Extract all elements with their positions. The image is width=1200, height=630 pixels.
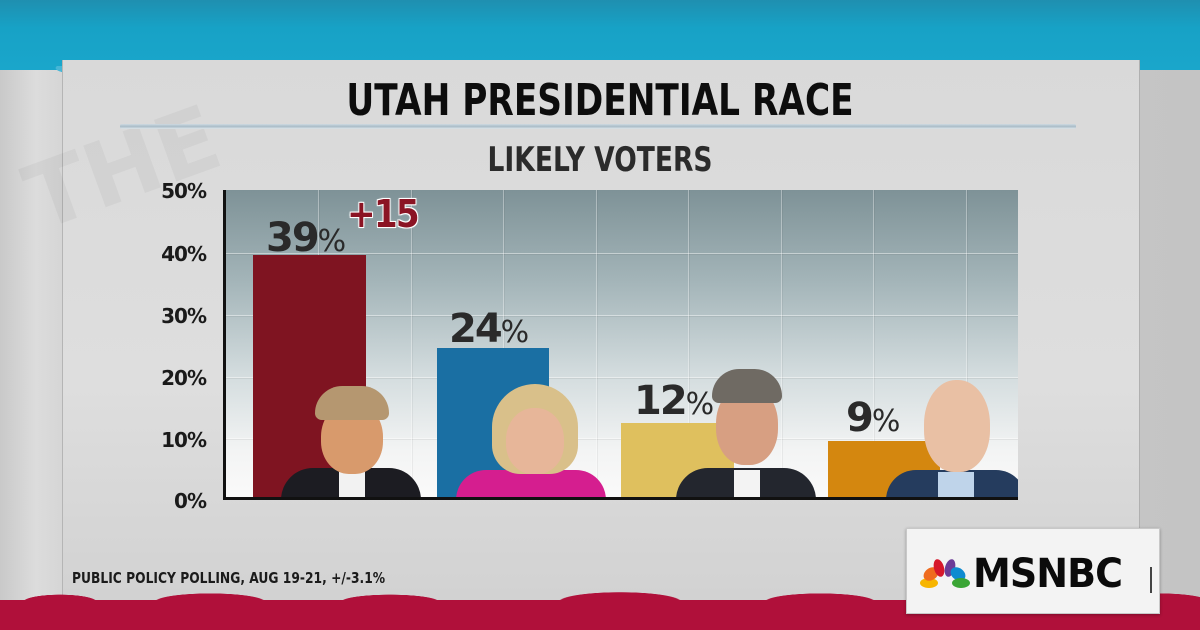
chart-title: UTAH PRESIDENTIAL RACE (346, 75, 854, 126)
johnson-photo (676, 365, 816, 497)
y-tick-50: 50% (161, 179, 207, 203)
margin-annotation: +15 (347, 192, 420, 236)
y-tick-10: 10% (161, 428, 207, 452)
y-tick-40: 40% (161, 242, 207, 266)
clinton-photo (456, 380, 606, 497)
value-label-clinton: 24% (449, 306, 529, 352)
vgridline (688, 190, 689, 497)
y-tick-20: 20% (161, 366, 207, 390)
vgridline (596, 190, 597, 497)
plot-area (223, 190, 1018, 500)
gridline-40 (226, 253, 1018, 254)
gridline-30 (226, 315, 1018, 316)
gridline-20 (226, 377, 1018, 378)
title-divider (120, 124, 1076, 129)
vgridline (873, 190, 874, 497)
vgridline (503, 190, 504, 497)
chart-subtitle: LIKELY VOTERS (487, 140, 713, 180)
source-note: PUBLIC POLICY POLLING, AUG 19-21, +/-3.1… (72, 569, 386, 587)
value-label-trump: 39% (266, 215, 346, 261)
value-label-mcmullin: 9% (846, 395, 900, 441)
mcmullin-photo (886, 374, 1018, 497)
vgridline (966, 190, 967, 497)
value-label-johnson: 12% (634, 378, 714, 424)
vgridline (411, 190, 412, 497)
vgridline (781, 190, 782, 497)
logo-divider (1150, 567, 1152, 593)
trump-photo (281, 382, 421, 497)
y-tick-30: 30% (161, 304, 207, 328)
msnbc-logo: MSNBC (906, 528, 1160, 614)
y-tick-0: 0% (174, 489, 207, 513)
network-name: MSNBC (973, 551, 1123, 597)
peacock-icon (920, 559, 970, 588)
